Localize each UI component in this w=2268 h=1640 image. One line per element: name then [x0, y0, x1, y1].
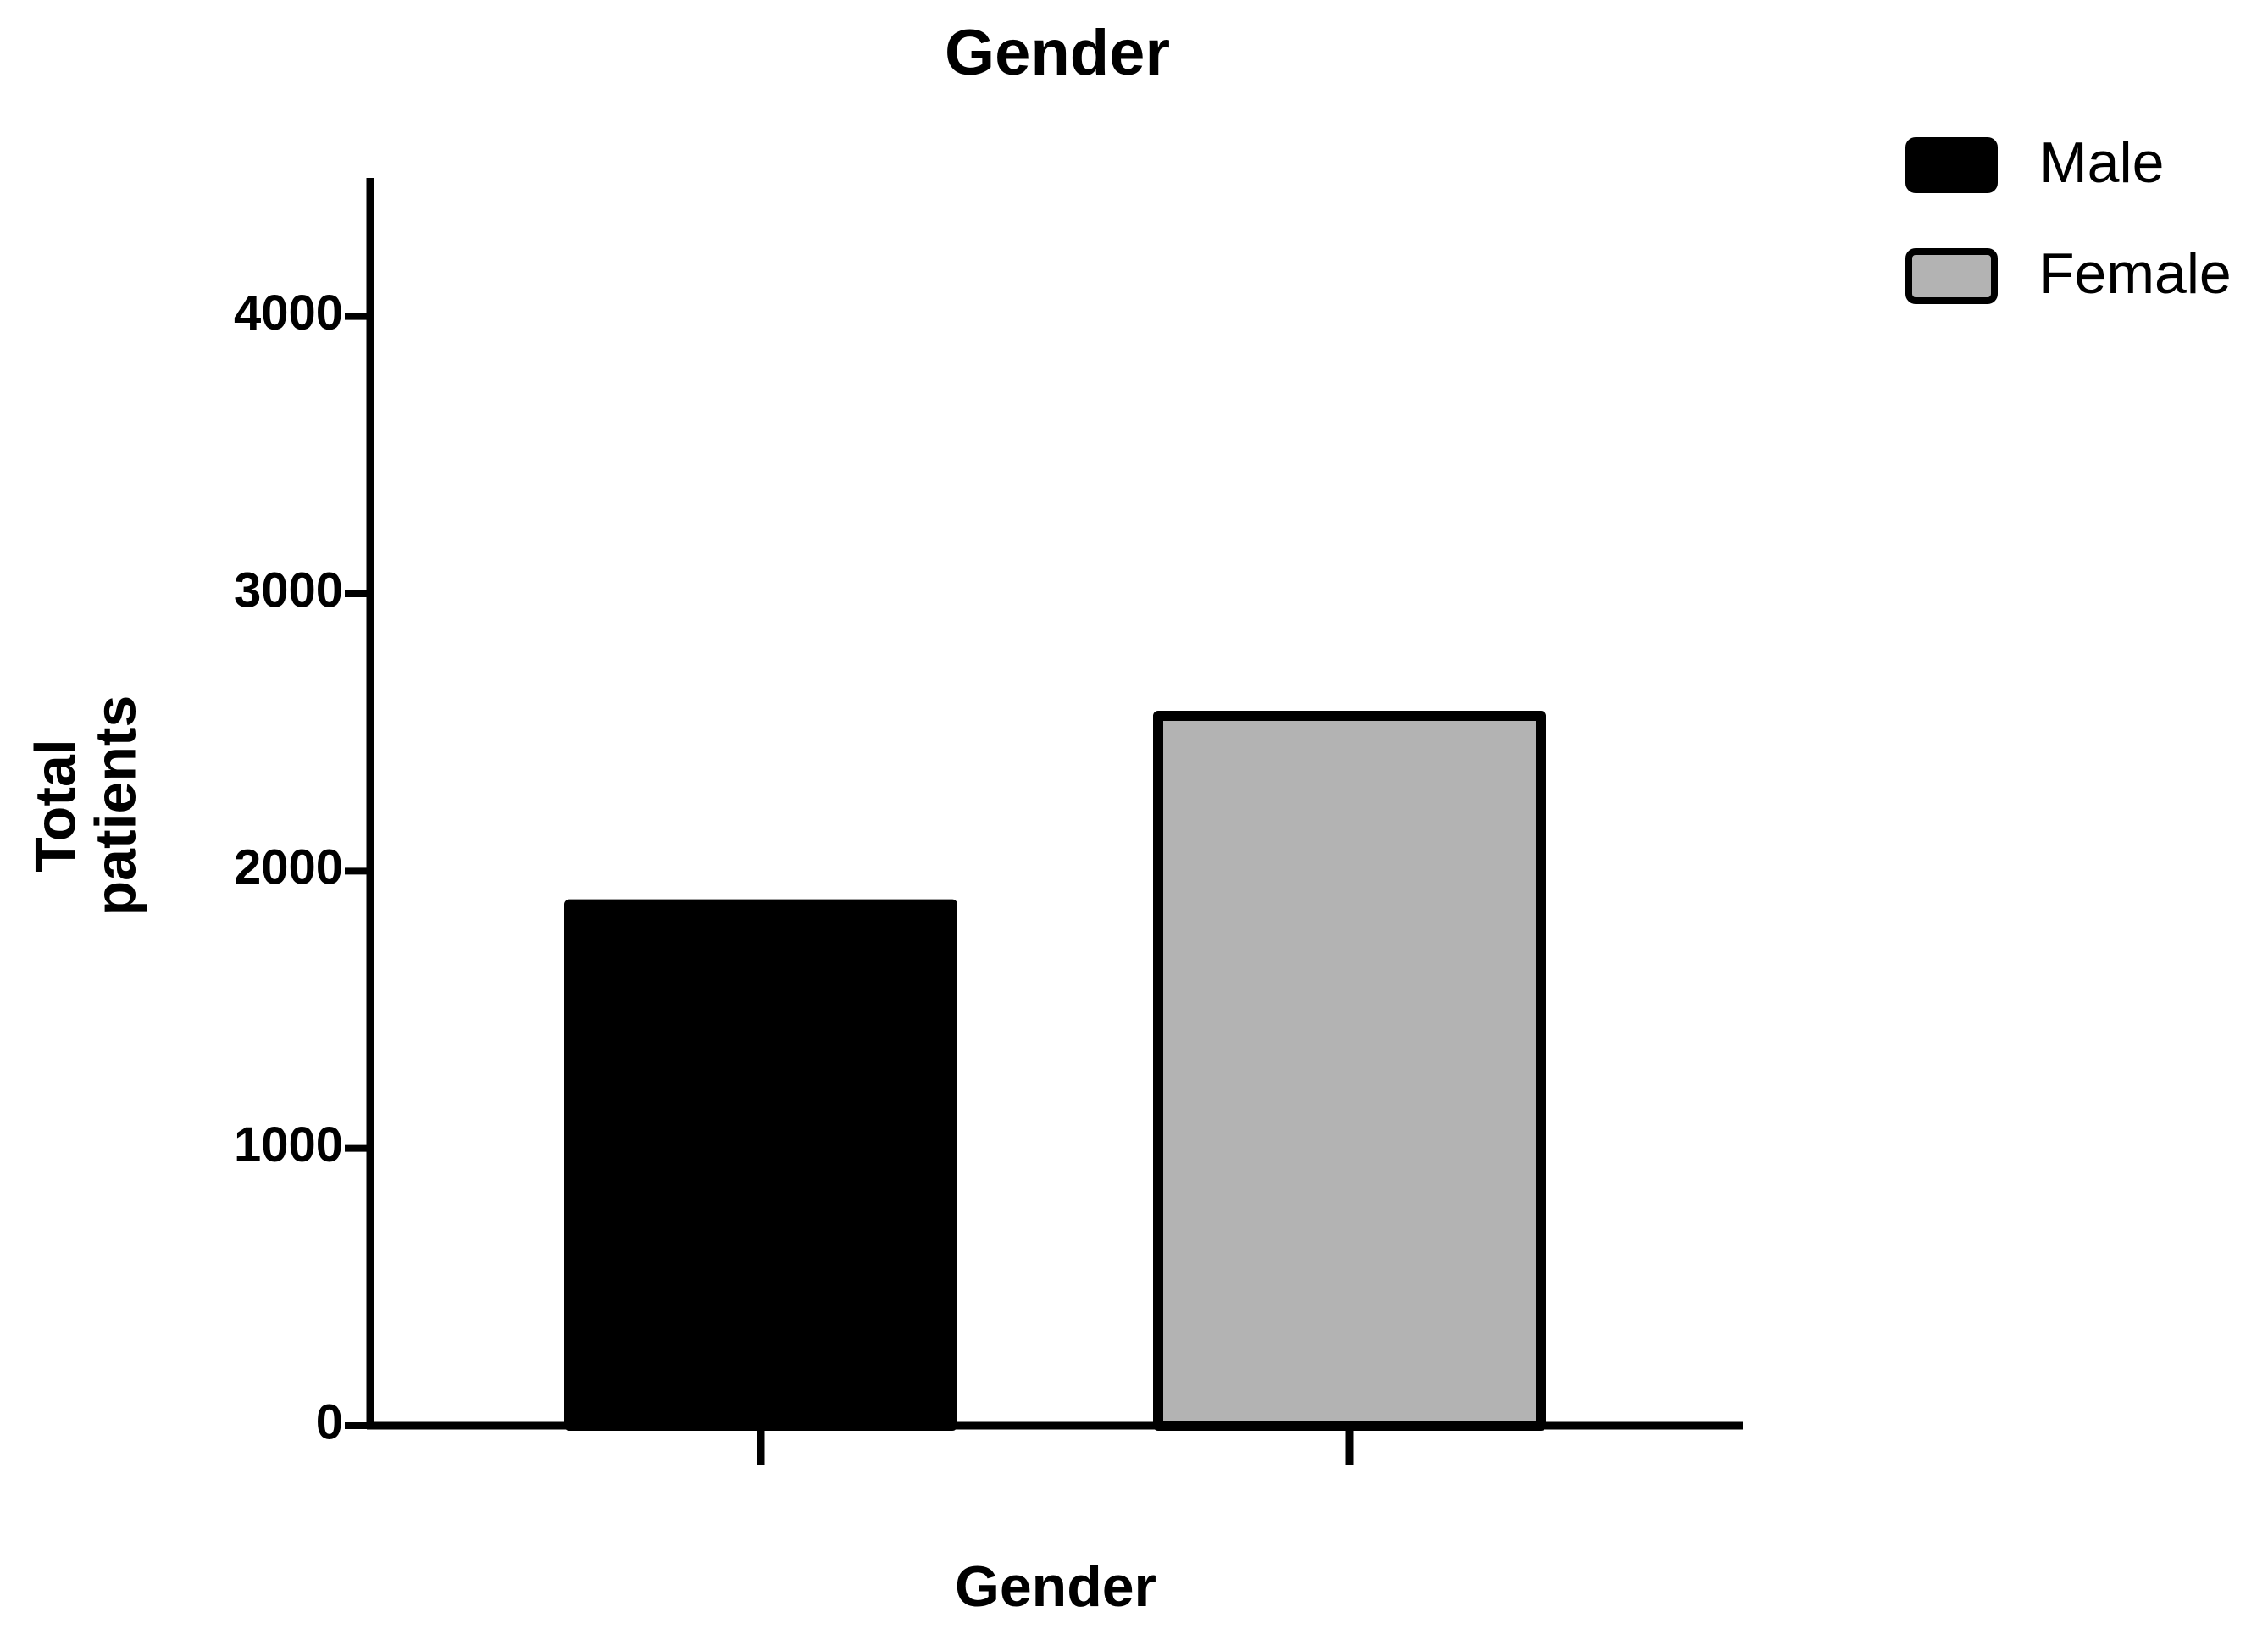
legend-swatch	[1905, 137, 1998, 193]
y-axis-label: Total patients	[23, 695, 148, 917]
bar	[1153, 711, 1546, 1431]
y-tick-label: 1000	[234, 1117, 343, 1172]
y-tick-label: 0	[316, 1394, 343, 1449]
legend-label: Male	[2039, 130, 2164, 195]
legend-label: Female	[2039, 241, 2232, 306]
y-tick-label: 2000	[234, 840, 343, 895]
x-axis-label: Gender	[955, 1554, 1156, 1619]
chart-title: Gender	[945, 17, 1170, 89]
bar	[564, 899, 957, 1431]
legend-swatch	[1905, 248, 1998, 304]
y-tick-label: 4000	[234, 285, 343, 341]
y-tick-label: 3000	[234, 562, 343, 618]
